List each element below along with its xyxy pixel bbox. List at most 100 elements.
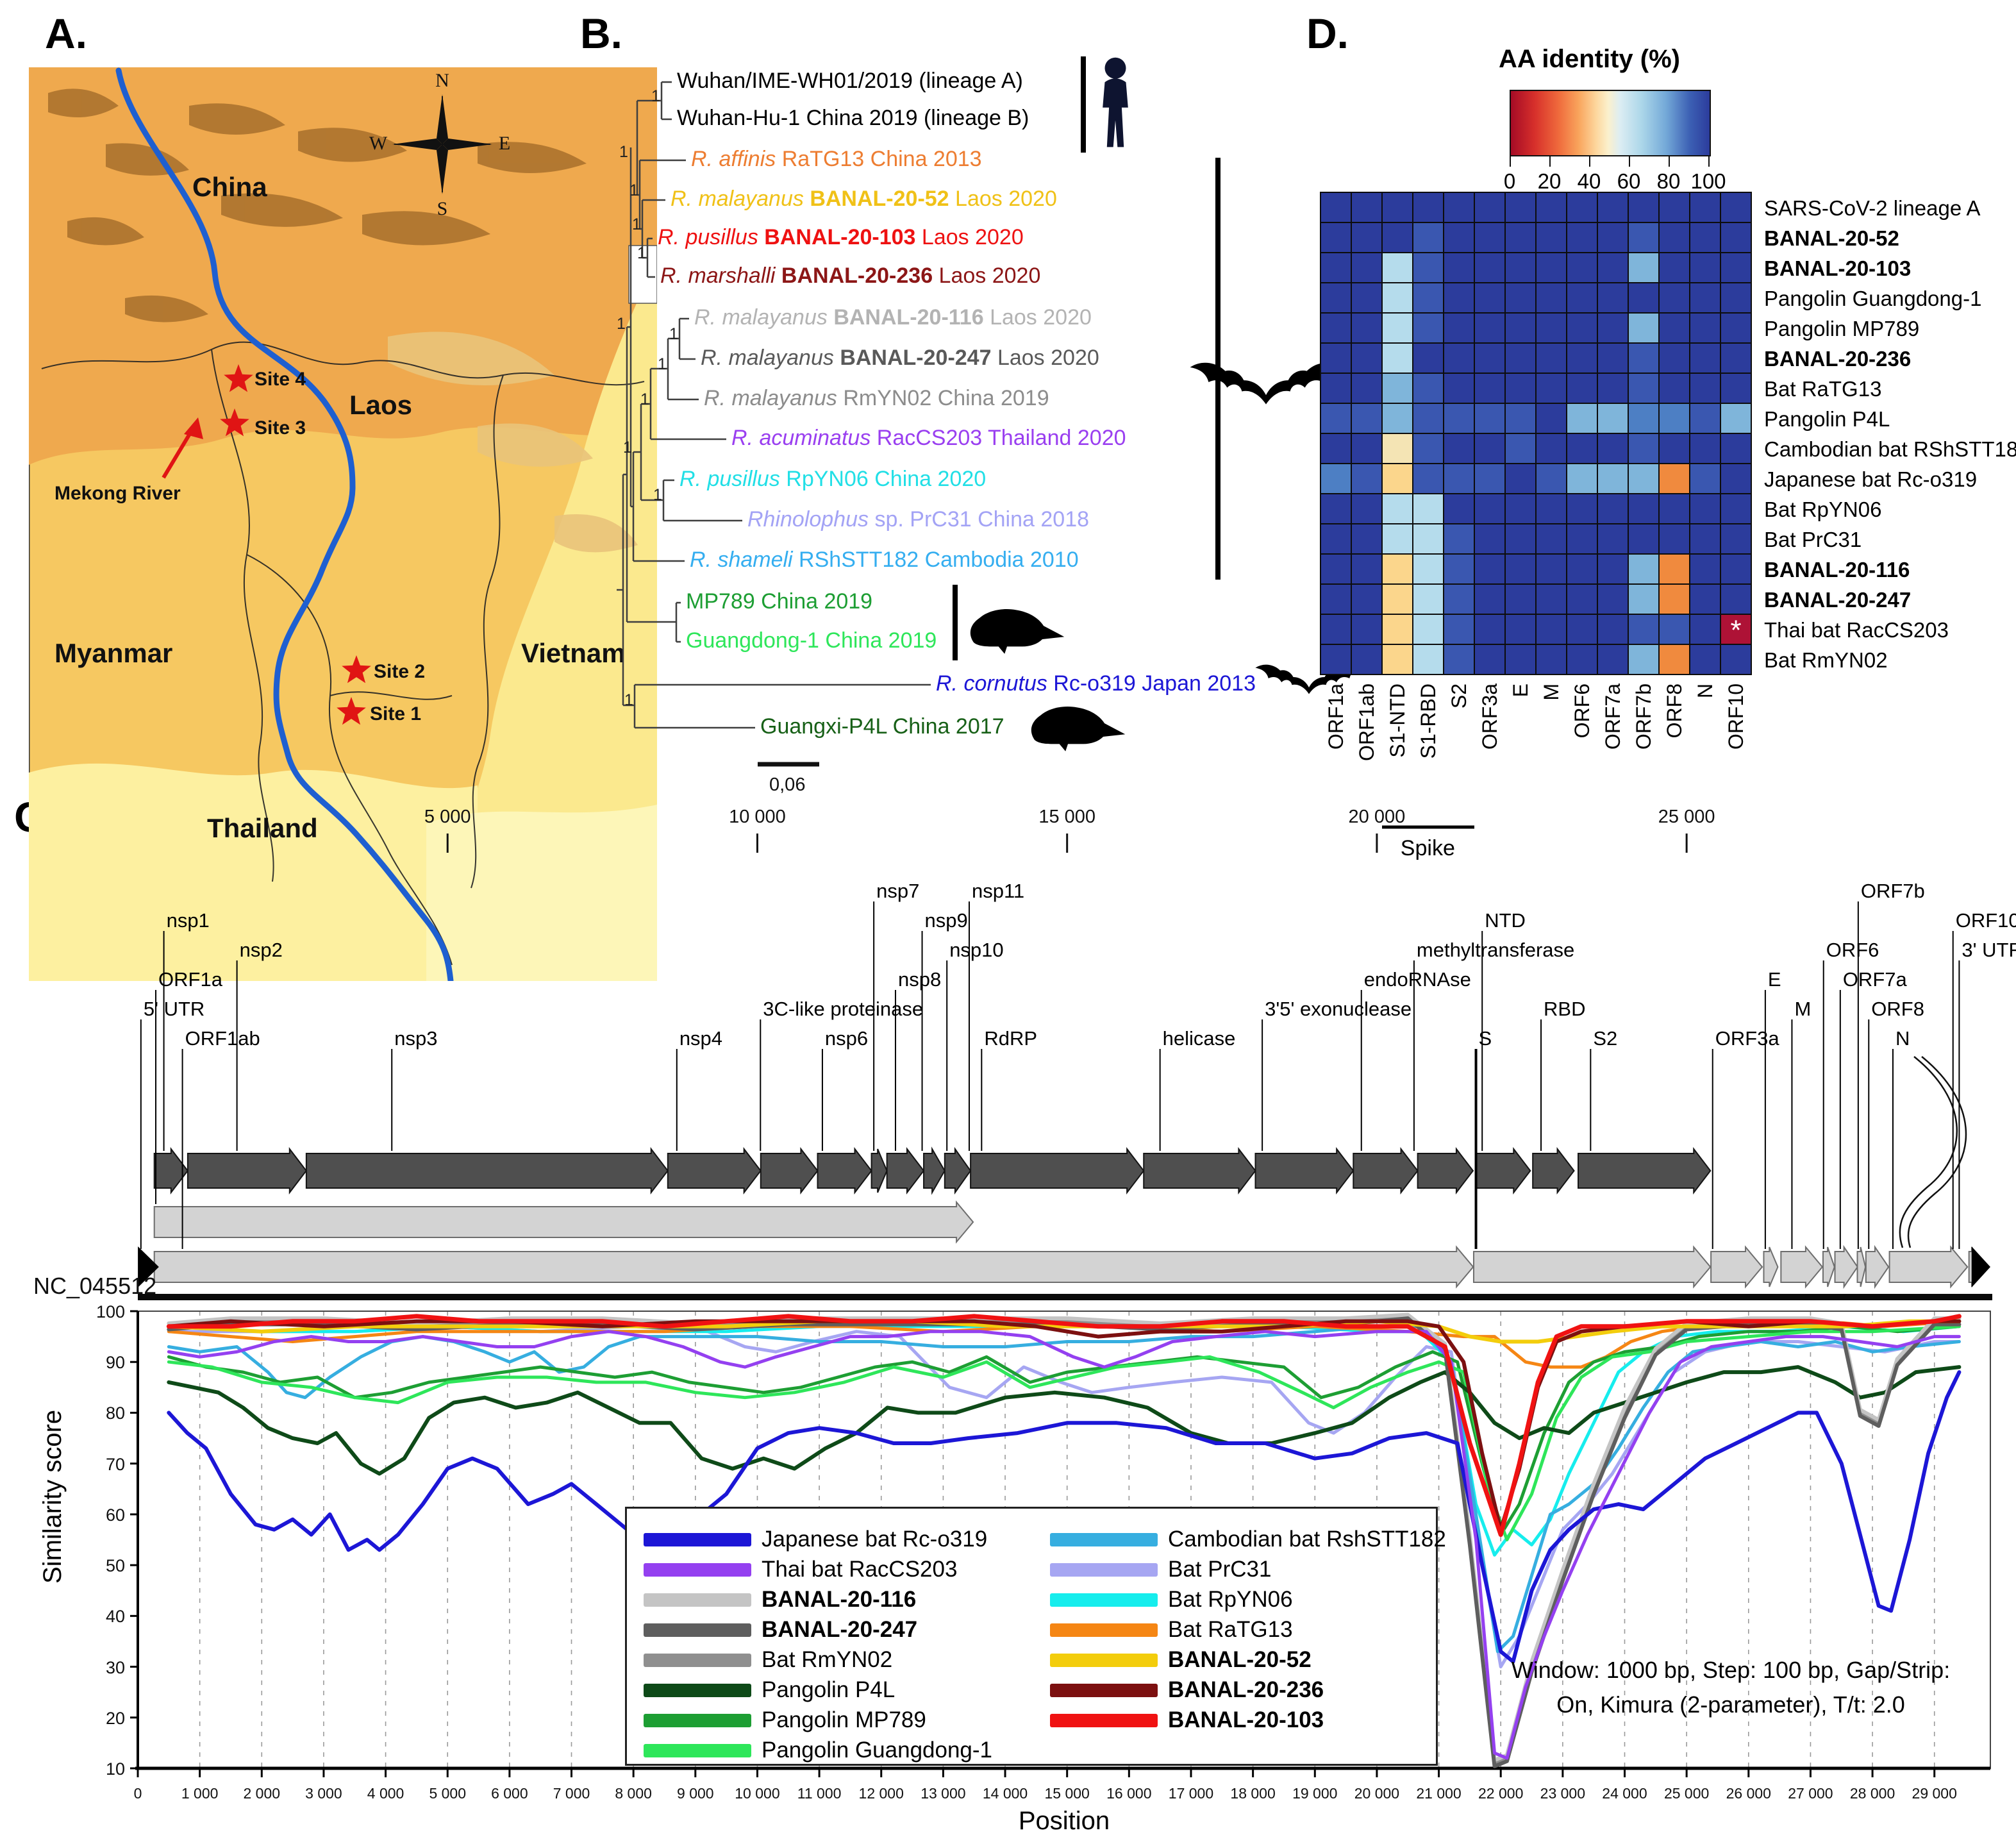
legend-label: Pangolin Guangdong-1 [762,1738,993,1763]
legend-item-bat-rpyn06: Bat RpYN06 [1050,1587,1293,1613]
map-terrain-south [29,763,478,981]
heatmap-cell [1351,553,1383,585]
gene-label-nsp8: nsp8 [897,968,942,991]
leaf-suffix: MP789 China 2019 [686,589,873,614]
leaf-species: R. pusillus [679,467,780,491]
leaf-suffix: Laos 2020 [915,225,1024,249]
ruler-label-25000: 25 000 [1658,807,1715,827]
heatmap-cell [1443,523,1475,555]
gene-arrow-nsp4 [667,1147,762,1194]
x-tick-label-25000: 25 000 [1663,1785,1710,1802]
x-tick-label-13000: 13 000 [921,1785,966,1802]
leaf-suffix: sp. PrC31 China 2018 [869,507,1090,532]
heatmap-row-label-4: Pangolin MP789 [1764,316,1920,340]
heatmap-cell [1381,342,1413,374]
heatmap-cell [1443,222,1475,253]
heatmap-cell [1381,614,1413,645]
leaf-suffix: Rc-o319 Japan 2013 [1047,671,1256,696]
heatmap-col-label-e: E [1509,683,1532,697]
heatmap-cell [1320,252,1352,283]
heatmap-cell [1628,553,1660,585]
heatmap-cell [1658,312,1690,344]
map-labels-layer: China Myanmar Vietnam Laos Thailand Mekong Ri… [29,67,657,981]
heatmap-cell [1320,373,1352,404]
heatmap-cell [1658,463,1690,494]
heatmap-cell [1535,614,1567,645]
tree-leaf-16: Guangxi-P4L China 2017 [760,716,1004,737]
heatmap-row-label-10: Bat RpYN06 [1764,497,1882,521]
gene-arrow-S2 [1578,1147,1712,1194]
heatmap-cell [1474,342,1506,374]
legend-label: BANAL-20-247 [762,1617,918,1642]
leaf-suffix: Guangdong-1 China 2019 [686,628,937,653]
colorbar-tick-label-0: 0 [1503,169,1516,193]
leaf-suffix: Laos 2020 [933,264,1041,288]
heatmap-cell [1381,282,1413,314]
x-tick-label-12000: 12 000 [858,1785,904,1802]
legend-item-pangolin-p4l: Pangolin P4L [644,1677,895,1703]
leaf-suffix: Wuhan-Hu-1 China 2019 (lineage B) [677,106,1029,130]
map-mountains [48,88,587,323]
map-panel: N S W E [29,67,657,981]
support-value-6: 1 [658,355,667,373]
x-tick-label-1000: 1 000 [181,1785,219,1802]
site-star-site-4 [224,364,253,392]
legend-label: BANAL-20-52 [1168,1647,1312,1672]
heatmap-cell [1474,403,1506,434]
heatmap-cell [1628,342,1660,374]
legend-label: Bat RmYN02 [762,1647,893,1672]
colorbar-tick [1669,156,1670,167]
gene-label-orf7b: ORF7b [1860,880,1925,902]
heatmap-cell [1412,614,1444,645]
heatmap-cell [1504,252,1537,283]
settings-line-1: Window: 1000 bp, Step: 100 bp, Gap/Strip… [1511,1657,1951,1683]
compass-rose [392,94,492,194]
leaf-suffix: RaTG13 China 2013 [776,147,982,171]
heatmap-cell [1689,282,1721,314]
heatmap-cell [1474,222,1506,253]
heatmap-cell [1689,583,1721,615]
gene-label-3-utr: 3' UTR [1962,939,2016,961]
heatmap-cell [1381,493,1413,524]
heatmap-cell [1720,312,1752,344]
heatmap-row-label-15: Bat RmYN02 [1764,648,1888,672]
heatmap-cell [1504,192,1537,223]
heatmap-cell [1381,523,1413,555]
support-value-7: 1 [640,390,649,408]
site-star-site-3 [220,408,249,437]
tree-leaf-0: Wuhan/IME-WH01/2019 (lineage A) [677,70,1023,92]
heatmap-cell [1443,644,1475,675]
heatmap-cell [1320,463,1352,494]
map-country-china: China [192,172,267,202]
heatmap-cell [1504,282,1537,314]
settings-line-2: On, Kimura (2-parameter), T/t: 2.0 [1556,1691,1905,1718]
series-banal-20-103 [166,1314,1962,1538]
site-label-site-1: Site 1 [370,703,422,725]
gene-arrow-RdRP [970,1147,1145,1194]
heatmap-cell [1381,583,1413,615]
heatmap-cell [1720,523,1752,555]
x-tick-label-23000: 23 000 [1540,1785,1586,1802]
heatmap-cell [1351,614,1383,645]
heatmap-row-label-2: BANAL-20-103 [1764,256,1912,280]
simplot-chart [130,1310,1991,1777]
legend-swatch [1050,1593,1158,1607]
series-pangolin-mp789 [167,1325,1961,1537]
heatmap-cell [1689,373,1721,404]
site-label-site-4: Site 4 [254,369,306,390]
heatmap-cell [1320,342,1352,374]
panel-a-label: A. [45,10,87,57]
tree-leaf-13: MP789 China 2019 [686,591,872,612]
heatmap-cell [1443,282,1475,314]
heatmap-cell [1658,433,1690,464]
legend-swatch [644,1532,751,1546]
heatmap-cell [1504,403,1537,434]
three-prime-utr-wedge [1971,1246,1990,1287]
heatmap-cell [1566,553,1598,585]
heatmap-cell [1689,433,1721,464]
y-tick-label-70: 70 [105,1454,125,1474]
gene-label-ntd: NTD [1485,909,1526,932]
y-tick-label-80: 80 [105,1403,125,1423]
leaf-species: R. malayanus [694,305,828,330]
mekong-river [115,67,454,981]
